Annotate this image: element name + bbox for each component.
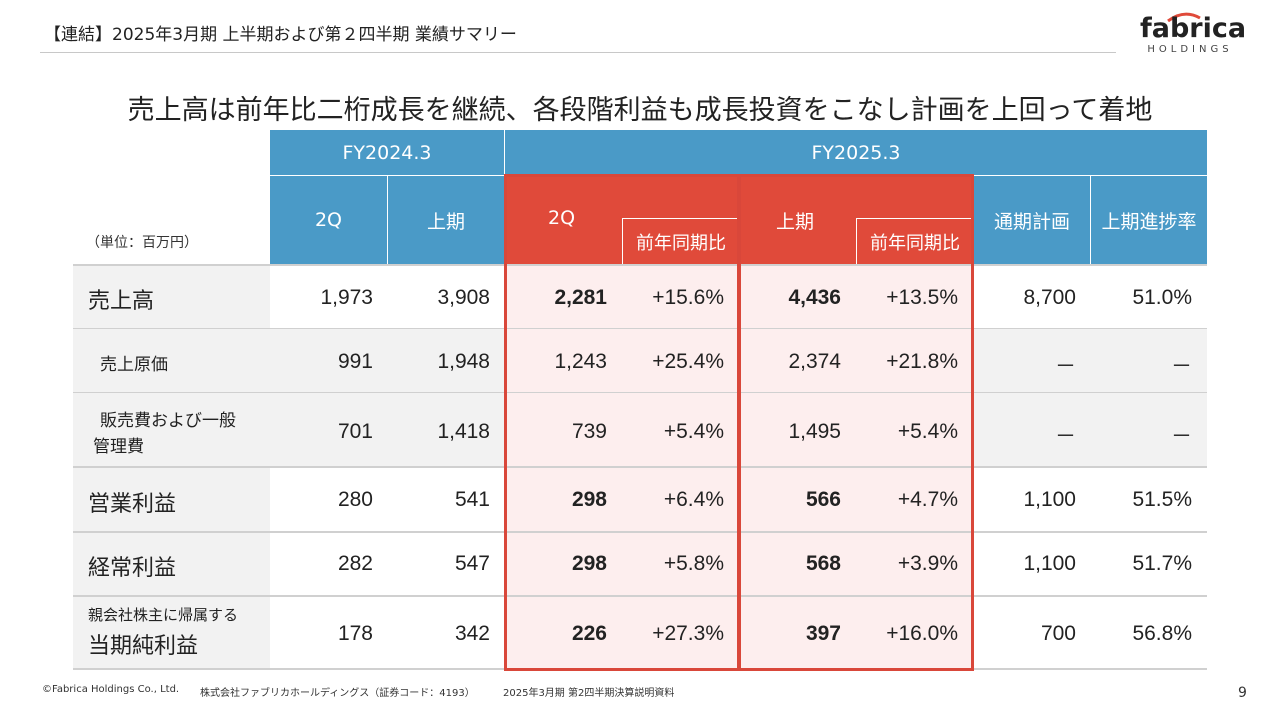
- header-yoy-h1: 前年同期比: [856, 218, 973, 264]
- cell-op-plan: 1,100: [1023, 488, 1076, 511]
- cell-net-h1-yoy: +16.0%: [886, 622, 958, 645]
- cell-net-2q-fy25: 226: [571, 622, 607, 645]
- row-label-operating-profit: 営業利益: [88, 492, 177, 517]
- cell-sga-2q-fy24: 701: [337, 420, 373, 443]
- cell-op-2q-fy25: 298: [571, 488, 607, 511]
- cell-op-h1-fy25: 566: [805, 488, 841, 511]
- header-2q-fy2025: 2Q: [548, 207, 576, 229]
- footer-copyright: ©Fabrica Holdings Co., Ltd.: [42, 684, 180, 695]
- cell-net-plan: 700: [1040, 622, 1076, 645]
- cell-sga-h1-fy24: 1,418: [437, 420, 490, 443]
- row-divider: [73, 531, 1207, 533]
- headline: 売上高は前年比二桁成長を継続、各段階利益も成長投資をこなし計画を上回って着地: [127, 95, 1153, 126]
- page-header-title: 【連結】2025年3月期 上半期および第２四半期 業績サマリー: [44, 25, 517, 45]
- cell-op-progress: 51.5%: [1132, 488, 1192, 511]
- cell-cogs-h1-yoy: +21.8%: [886, 350, 958, 373]
- row-label-ordinary-profit: 経常利益: [88, 556, 177, 581]
- header-2q-fy2024: 2Q: [270, 176, 387, 264]
- header-h1-fy2024: 上期: [388, 176, 504, 264]
- row-label-net-profit-prefix: 親会社株主に帰属する: [88, 606, 239, 624]
- header-divider: [40, 52, 1116, 53]
- cell-sga-progress: －: [1171, 425, 1192, 448]
- cell-ord-2q-yoy: +5.8%: [663, 552, 724, 575]
- cell-net-2q-fy24: 178: [337, 622, 373, 645]
- cell-op-2q-fy24: 280: [337, 488, 373, 511]
- cell-ord-h1-fy24: 547: [454, 552, 490, 575]
- cell-sales-h1-yoy: +13.5%: [886, 286, 958, 309]
- cell-ord-progress: 51.7%: [1132, 552, 1192, 575]
- cell-net-h1-fy25: 397: [805, 622, 841, 645]
- cell-ord-plan: 1,100: [1023, 552, 1076, 575]
- cell-net-h1-fy24: 342: [454, 622, 490, 645]
- logo-wordmark: fabrica: [1140, 13, 1247, 44]
- row-divider: [73, 466, 1207, 468]
- row-label-sga-line2: 管理費: [93, 437, 144, 457]
- row-label-sga-line1: 販売費および一般: [100, 411, 236, 431]
- cell-sales-2q-yoy: +15.6%: [652, 286, 724, 309]
- cell-sga-plan: －: [1055, 425, 1076, 448]
- header-h1-progress: 上期進捗率: [1091, 176, 1207, 264]
- cell-cogs-2q-yoy: +25.4%: [652, 350, 724, 373]
- cell-net-2q-yoy: +27.3%: [652, 622, 724, 645]
- logo-subtext: HOLDINGS: [1147, 44, 1233, 55]
- cell-sales-2q-fy25: 2,281: [554, 286, 607, 309]
- cell-sales-plan: 8,700: [1023, 286, 1076, 309]
- cell-op-h1-yoy: +4.7%: [897, 488, 958, 511]
- footer-document: 2025年3月期 第2四半期決算説明資料: [503, 688, 675, 699]
- cell-sales-h1-fy25: 4,436: [788, 286, 841, 309]
- cell-cogs-2q-fy25: 1,243: [554, 350, 607, 373]
- cell-sga-h1-fy25: 1,495: [788, 420, 841, 443]
- company-logo: fabrica HOLDINGS: [1140, 12, 1247, 64]
- cell-ord-2q-fy24: 282: [337, 552, 373, 575]
- cell-sga-h1-yoy: +5.4%: [897, 420, 958, 443]
- cell-cogs-2q-fy24: 991: [337, 350, 373, 373]
- row-label-net-profit: 当期純利益: [88, 634, 199, 659]
- header-yoy-2q: 前年同期比: [622, 218, 739, 264]
- row-divider: [73, 392, 1207, 393]
- row-divider: [73, 328, 1207, 329]
- cell-cogs-progress: －: [1171, 355, 1192, 378]
- row-label-cogs: 売上原価: [100, 355, 168, 375]
- highlight-frame-h1: [738, 174, 974, 671]
- header-fy2025: FY2025.3: [505, 130, 1207, 175]
- cell-sales-2q-fy24: 1,973: [320, 286, 373, 309]
- unit-label: （単位：百万円）: [86, 235, 198, 251]
- row-divider: [73, 264, 1207, 266]
- cell-sga-2q-yoy: +5.4%: [663, 420, 724, 443]
- cell-ord-h1-fy25: 568: [805, 552, 841, 575]
- row-label-sales: 売上高: [88, 289, 155, 314]
- cell-cogs-h1-fy24: 1,948: [437, 350, 490, 373]
- row-divider: [73, 595, 1207, 597]
- page-number: 9: [1238, 685, 1247, 701]
- cell-ord-h1-yoy: +3.9%: [897, 552, 958, 575]
- cell-ord-2q-fy25: 298: [571, 552, 607, 575]
- cell-sga-2q-fy25: 739: [571, 420, 607, 443]
- cell-op-2q-yoy: +6.4%: [663, 488, 724, 511]
- cell-cogs-plan: －: [1055, 355, 1076, 378]
- header-h1-fy2025: 上期: [776, 211, 815, 233]
- header-fy2024: FY2024.3: [270, 130, 504, 175]
- logo-arc-icon: [1167, 12, 1201, 22]
- cell-op-h1-fy24: 541: [454, 488, 490, 511]
- header-full-year-plan: 通期計画: [974, 176, 1090, 264]
- cell-cogs-h1-fy25: 2,374: [788, 350, 841, 373]
- cell-sales-h1-fy24: 3,908: [437, 286, 490, 309]
- cell-net-progress: 56.8%: [1132, 622, 1192, 645]
- footer-company: 株式会社ファブリカホールディングス（証券コード：4193）: [200, 688, 475, 699]
- cell-sales-progress: 51.0%: [1132, 286, 1192, 309]
